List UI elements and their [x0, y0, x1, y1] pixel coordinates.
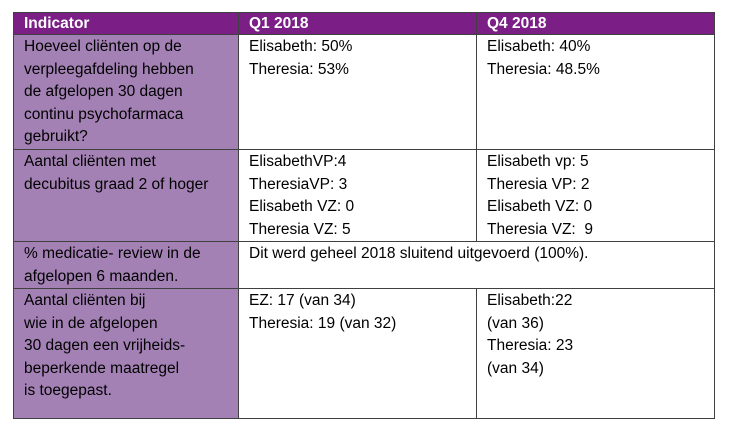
- indicator-text-line: 30 dagen een vrijheids-: [24, 337, 186, 354]
- value-line: ElisabethVP:4: [249, 153, 347, 170]
- indicator-text-line: Hoeveel cliënten op de: [24, 38, 182, 55]
- q4-cell: Elisabeth vp: 5 Theresia VP: 2 Elisabeth…: [476, 149, 715, 242]
- value-line: Theresia: 19 (van 32): [249, 314, 397, 332]
- indicator-text-line: afgelopen 6 maanden.: [24, 267, 179, 285]
- value-line: Elisabeth vp: 5: [487, 153, 589, 170]
- indicator-cell: % medicatie- review in de afgelopen 6 ma…: [13, 241, 239, 289]
- value-line: Dit werd geheel 2018 sluitend uitgevoerd…: [249, 245, 589, 262]
- table-row: Aantal cliënten met decubitus graad 2 of…: [13, 149, 715, 242]
- value-line: Theresia VZ: 9: [487, 220, 593, 238]
- indicator-text-line: beperkende maatregel: [24, 359, 180, 377]
- q4-cell: Elisabeth: 40% Theresia: 48.5%: [476, 34, 715, 150]
- indicator-table: Indicator Q1 2018 Q4 2018 Hoeveel cliënt…: [13, 12, 715, 419]
- indicator-text-line: wie in de afgelopen: [24, 314, 158, 332]
- header-q1-2018: Q1 2018: [238, 12, 477, 35]
- value-line: Theresia: 53%: [249, 60, 349, 78]
- value-line: (van 34): [487, 359, 544, 377]
- indicator-text-line: Aantal cliënten bij: [24, 292, 146, 309]
- table-row: Hoeveel cliënten op de verpleegafdeling …: [13, 34, 715, 150]
- q1-cell: EZ: 17 (van 34) Theresia: 19 (van 32): [238, 288, 477, 419]
- indicator-text-line: gebruikt?: [24, 128, 88, 145]
- indicator-text-line: decubitus graad 2 of hoger: [24, 175, 209, 193]
- indicator-cell: Aantal cliënten met decubitus graad 2 of…: [13, 149, 239, 242]
- value-line: Elisabeth: 40%: [487, 38, 591, 55]
- indicator-text-line: Aantal cliënten met: [24, 153, 156, 170]
- header-q4-2018: Q4 2018: [476, 12, 715, 35]
- indicator-text-line: % medicatie- review in de: [24, 245, 201, 262]
- value-line: Elisabeth VZ: 0: [487, 198, 593, 215]
- table-row: Aantal cliënten bij wie in de afgelopen …: [13, 288, 715, 419]
- value-line: Theresia VZ: 5: [249, 220, 351, 238]
- value-line: Elisabeth VZ: 0: [249, 198, 355, 215]
- table-header-row: Indicator Q1 2018 Q4 2018: [13, 12, 715, 35]
- value-line: Theresia: 48.5%: [487, 60, 600, 78]
- merged-value-cell: Dit werd geheel 2018 sluitend uitgevoerd…: [238, 241, 715, 289]
- indicator-text-line: is toegepast.: [24, 382, 112, 399]
- value-line: Theresia: 23: [487, 337, 574, 354]
- q1-cell: Elisabeth: 50% Theresia: 53%: [238, 34, 477, 150]
- value-line: Elisabeth: 50%: [249, 38, 353, 55]
- header-indicator: Indicator: [13, 12, 239, 35]
- q4-cell: Elisabeth:22 (van 36) Theresia: 23 (van …: [476, 288, 715, 419]
- indicator-cell: Hoeveel cliënten op de verpleegafdeling …: [13, 34, 239, 150]
- indicator-text-line: de afgelopen 30 dagen: [24, 83, 183, 100]
- table-row: % medicatie- review in de afgelopen 6 ma…: [13, 241, 715, 289]
- value-line: Theresia VP: 2: [487, 175, 590, 193]
- value-line: EZ: 17 (van 34): [249, 292, 356, 309]
- indicator-text-line: continu psychofarmaca: [24, 105, 184, 123]
- q1-cell: ElisabethVP:4 TheresiaVP: 3 Elisabeth VZ…: [238, 149, 477, 242]
- indicator-cell: Aantal cliënten bij wie in de afgelopen …: [13, 288, 239, 419]
- value-line: (van 36): [487, 314, 544, 332]
- value-line: Elisabeth:22: [487, 292, 573, 309]
- value-line: TheresiaVP: 3: [249, 175, 348, 193]
- indicator-text-line: verpleegafdeling hebben: [24, 60, 194, 78]
